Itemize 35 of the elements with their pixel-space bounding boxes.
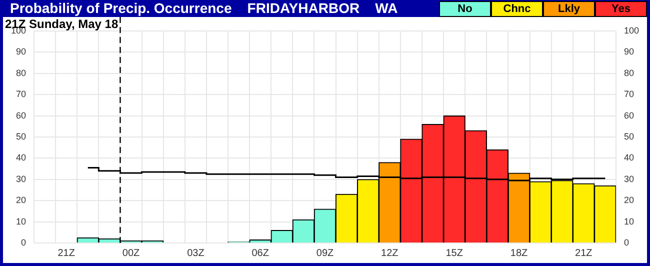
x-tick-label: 18Z <box>510 248 528 259</box>
text: Yes <box>595 1 647 17</box>
y2-tick-label: 100 <box>624 25 640 36</box>
y-tick-label: 20 <box>16 195 26 206</box>
y2-tick-label: 0 <box>624 237 629 248</box>
x-tick-label: 09Z <box>316 248 334 259</box>
y-tick-label: 10 <box>16 216 26 226</box>
y-tick-label: 80 <box>16 68 26 78</box>
y2-tick-label: 10 <box>624 216 634 226</box>
x-tick-label: 03Z <box>187 248 204 259</box>
y-tick-label: 0 <box>21 237 26 248</box>
text: Lkly <box>543 1 595 17</box>
y-tick-label: 60 <box>16 110 26 120</box>
y2-tick-label: 80 <box>624 68 634 78</box>
y2-tick-label: 40 <box>624 152 634 163</box>
y2-tick-label: 70 <box>624 89 634 100</box>
x-tick-label: 21Z <box>58 248 75 259</box>
text: No <box>439 1 491 17</box>
y2-tick-label: 90 <box>624 46 634 57</box>
y2-tick-label: 60 <box>624 110 634 120</box>
chart-title: Probability of Precip. Occurrence FRIDAYHARBOR WA <box>10 0 398 17</box>
y2-tick-label: 20 <box>624 195 634 206</box>
y-tick-label: 50 <box>16 131 26 142</box>
y-tick-label: 40 <box>16 152 26 163</box>
y2-tick-label: 50 <box>624 131 634 142</box>
y-tick-label: 70 <box>16 89 26 100</box>
x-tick-label: 15Z <box>446 248 463 259</box>
x-tick-label: 21Z <box>575 248 592 259</box>
y2-tick-label: 30 <box>624 174 634 184</box>
x-tick-label: 12Z <box>381 248 398 259</box>
y-tick-label: 30 <box>16 174 26 184</box>
x-tick-label: 06Z <box>252 248 269 259</box>
text: Chnc <box>491 1 543 17</box>
y-tick-label: 90 <box>16 46 26 57</box>
x-tick-label: 00Z <box>122 248 140 259</box>
